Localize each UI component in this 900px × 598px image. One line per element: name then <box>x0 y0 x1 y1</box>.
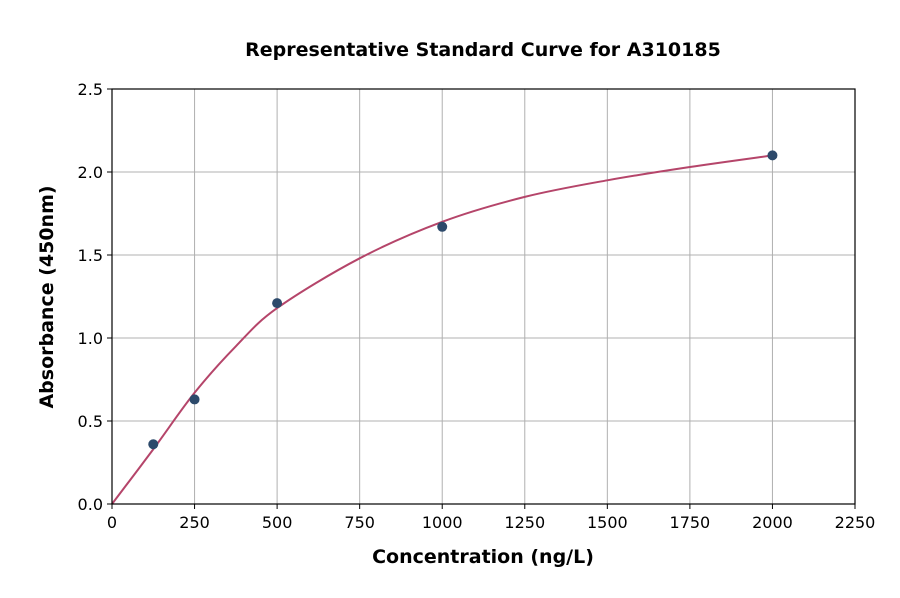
y-tick-label: 2.5 <box>78 80 103 99</box>
x-tick-label: 1500 <box>587 513 628 532</box>
x-axis-label: Concentration (ng/L) <box>372 546 594 568</box>
y-axis-label: Absorbance (450nm) <box>36 185 58 408</box>
x-tick-label: 250 <box>179 513 210 532</box>
data-point <box>189 394 200 405</box>
x-tick-label: 0 <box>107 513 117 532</box>
y-tick-label: 1.5 <box>78 246 103 265</box>
data-point <box>148 439 159 450</box>
x-tick-label: 2000 <box>752 513 793 532</box>
data-point <box>437 221 448 232</box>
x-tick-label: 750 <box>344 513 375 532</box>
chart-title: Representative Standard Curve for A31018… <box>245 39 721 61</box>
x-tick-label: 2250 <box>835 513 876 532</box>
x-tick-label: 500 <box>262 513 293 532</box>
y-tick-label: 0.5 <box>78 412 103 431</box>
x-tick-label: 1250 <box>504 513 545 532</box>
y-tick-label: 2.0 <box>78 163 103 182</box>
x-tick-label: 1750 <box>670 513 711 532</box>
plot-frame <box>111 88 856 505</box>
data-point <box>272 298 283 309</box>
y-tick-label: 0.0 <box>78 495 103 514</box>
x-tick-label: 1000 <box>422 513 463 532</box>
data-point <box>767 150 778 161</box>
fit-curve <box>111 154 773 505</box>
y-tick-label: 1.0 <box>78 329 103 348</box>
